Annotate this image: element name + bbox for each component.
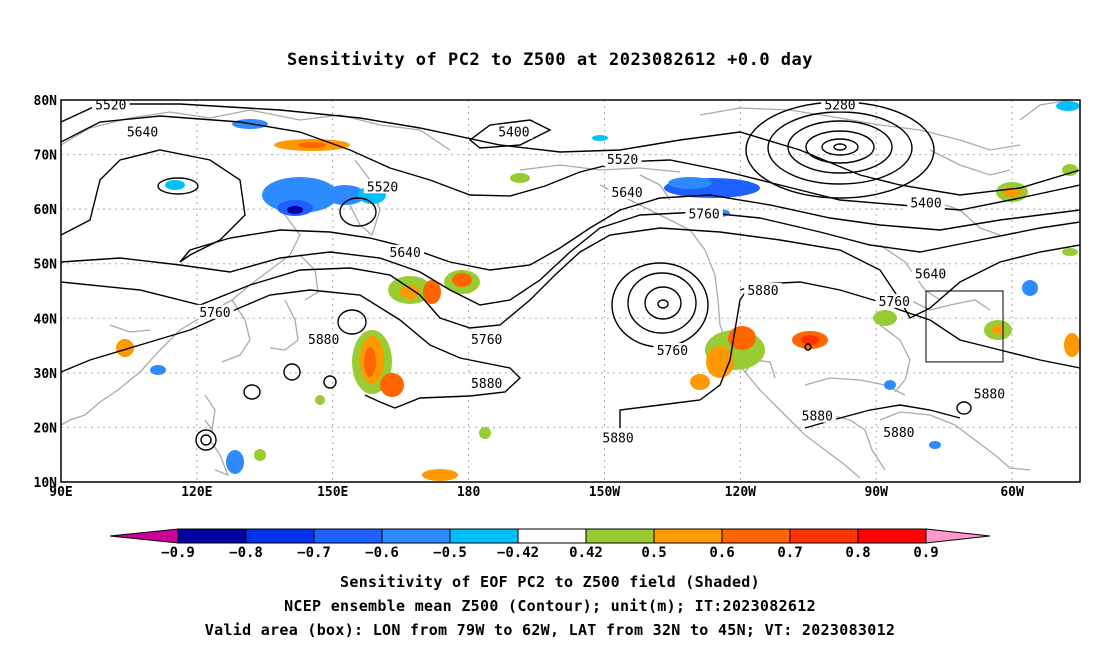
contour-label: 5880 bbox=[974, 388, 1005, 403]
colorbar-label: −0.7 bbox=[297, 545, 331, 561]
colorbar-label: 0.5 bbox=[641, 545, 666, 561]
colorbar-label: −0.8 bbox=[229, 545, 263, 561]
colorbar-cell bbox=[654, 529, 722, 543]
colorbar-label: 0.42 bbox=[569, 545, 603, 561]
contour-label: 5880 bbox=[471, 377, 502, 392]
contour-label: 5760 bbox=[199, 306, 230, 321]
colorbar-cell bbox=[518, 529, 586, 543]
colorbar-cell bbox=[926, 529, 990, 543]
colorbar-labels: −0.9 −0.8 −0.7 −0.6 −0.5 −0.42 0.42 0.5 0.6 0.7 0.… bbox=[161, 545, 939, 561]
colorbar-cell bbox=[790, 529, 858, 543]
colorbar-label: −0.42 bbox=[497, 545, 539, 561]
colorbar-label: 0.6 bbox=[709, 545, 734, 561]
colorbar-label: 0.8 bbox=[845, 545, 870, 561]
lat-label: 60N bbox=[34, 203, 58, 218]
lat-label: 50N bbox=[34, 258, 58, 273]
contour-label: 5640 bbox=[915, 268, 946, 283]
lon-label: 150E bbox=[317, 485, 348, 500]
lon-label: 120W bbox=[725, 485, 756, 500]
lon-label: 90E bbox=[49, 485, 72, 500]
contour-label: 5880 bbox=[883, 426, 914, 441]
colorbar-label: 0.9 bbox=[913, 545, 938, 561]
contour-label: 5520 bbox=[607, 153, 638, 168]
contour-label: 5640 bbox=[390, 246, 421, 261]
contour-label: 5880 bbox=[802, 410, 833, 425]
lat-label: 80N bbox=[34, 94, 58, 109]
contour-label: 5880 bbox=[602, 431, 633, 446]
colorbar-label: −0.6 bbox=[365, 545, 399, 561]
colorbar-label: −0.9 bbox=[161, 545, 195, 561]
lat-label: 30N bbox=[34, 367, 58, 382]
colorbar-cell bbox=[586, 529, 654, 543]
contour-label: 5520 bbox=[367, 180, 398, 195]
contour-label: 5640 bbox=[127, 126, 158, 141]
lon-label: 150W bbox=[589, 485, 620, 500]
colorbar-cell bbox=[110, 529, 178, 543]
colorbar-cell bbox=[314, 529, 382, 543]
longitude-labels: 90E 120E 150E 180 150W 120W 90W 60W bbox=[49, 485, 1024, 500]
contour-label: 5760 bbox=[471, 333, 502, 348]
lon-label: 90W bbox=[864, 485, 888, 500]
lat-label: 20N bbox=[34, 421, 58, 436]
contour-label: 5760 bbox=[657, 344, 688, 359]
lat-label: 40N bbox=[34, 312, 58, 327]
latitude-labels: 80N 70N 60N 50N 40N 30N 20N 10N bbox=[34, 94, 58, 491]
colorbar-cell bbox=[382, 529, 450, 543]
contour-label: 5760 bbox=[688, 208, 719, 223]
lat-label: 70N bbox=[34, 149, 58, 164]
contour-label: 5760 bbox=[879, 295, 910, 310]
contour-label: 5400 bbox=[498, 126, 529, 141]
contour-label: 5640 bbox=[611, 186, 642, 201]
colorbar-cell bbox=[450, 529, 518, 543]
colorbar-cell bbox=[722, 529, 790, 543]
caption-line-3: Valid area (box): LON from 79W to 62W, L… bbox=[0, 621, 1100, 639]
colorbar-label: 0.7 bbox=[777, 545, 802, 561]
lon-label: 60W bbox=[1000, 485, 1024, 500]
colorbar-cell bbox=[178, 529, 246, 543]
contour-label: 5880 bbox=[308, 333, 339, 348]
lon-label: 180 bbox=[457, 485, 481, 500]
caption-line-1: Sensitivity of EOF PC2 to Z500 field (Sh… bbox=[0, 573, 1100, 591]
colorbar-label: −0.5 bbox=[433, 545, 467, 561]
lon-label: 120E bbox=[181, 485, 212, 500]
colorbar-cell bbox=[858, 529, 926, 543]
colorbar-cell bbox=[246, 529, 314, 543]
caption-line-2: NCEP ensemble mean Z500 (Contour); unit(… bbox=[0, 597, 1100, 615]
coastlines bbox=[61, 100, 1070, 478]
colorbar bbox=[110, 529, 990, 543]
contour-label: 5880 bbox=[747, 284, 778, 299]
contour-label: 5400 bbox=[910, 197, 941, 212]
